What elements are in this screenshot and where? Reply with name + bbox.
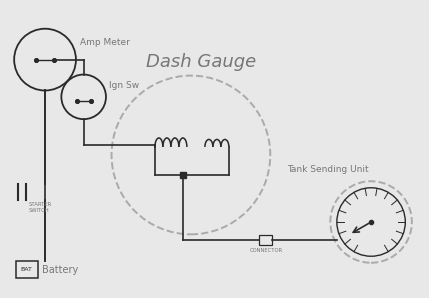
- Text: Ign Sw: Ign Sw: [109, 81, 139, 90]
- Text: BAT: BAT: [21, 267, 33, 272]
- Text: Dash Gauge: Dash Gauge: [146, 52, 256, 71]
- Text: Tank Sending Unit: Tank Sending Unit: [287, 165, 369, 174]
- Text: STARTER
SWITCH: STARTER SWITCH: [28, 202, 51, 213]
- Text: Battery: Battery: [42, 265, 78, 275]
- Text: CONNECTOR: CONNECTOR: [249, 248, 283, 253]
- Text: Amp Meter: Amp Meter: [80, 38, 130, 47]
